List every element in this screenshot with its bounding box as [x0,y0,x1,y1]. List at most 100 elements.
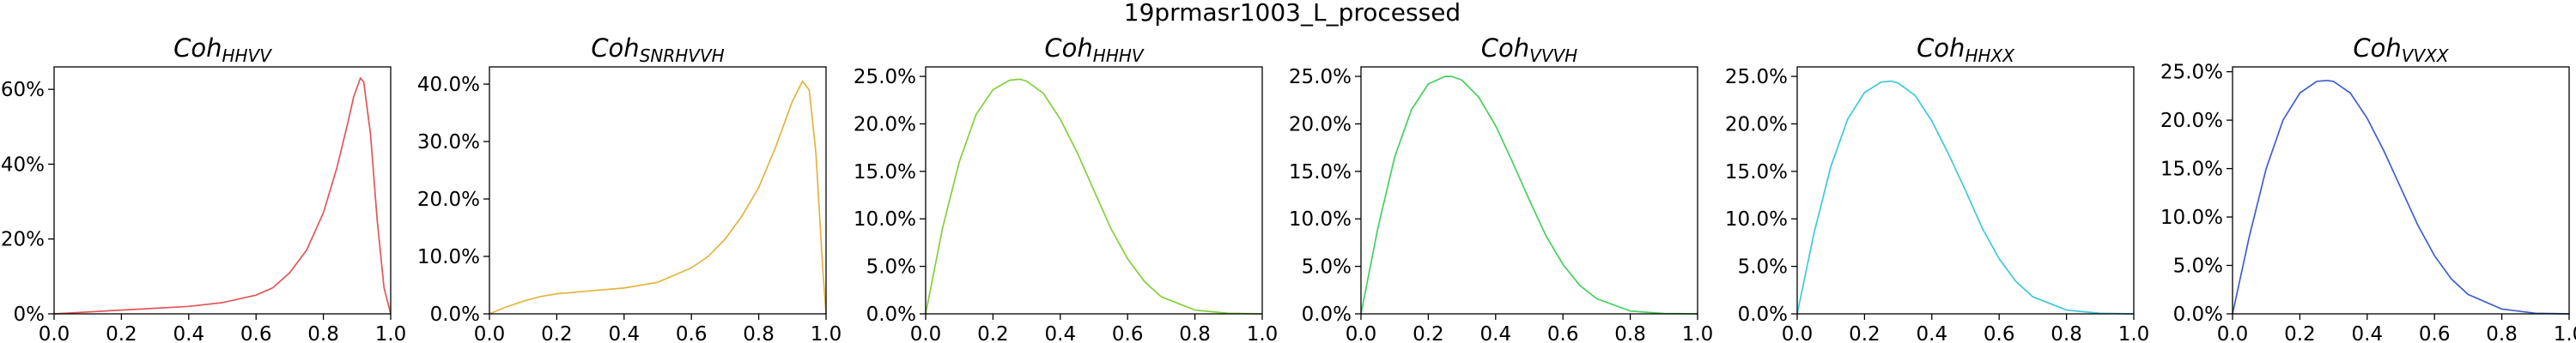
x-tick-label: 0.0 [2217,323,2249,343]
x-tick-label: 0.2 [1849,323,1880,343]
subplot-title-subscript: SNRHVVH [640,45,725,66]
y-tick-label: 20.0% [854,113,916,135]
y-tick-label: 20.0% [1725,113,1788,135]
subplot-title-main: Coh [1481,33,1529,63]
x-tick-label: 0.0 [474,323,506,343]
series-line [2232,79,2570,315]
subplot-title: CohHHVV [173,33,272,66]
x-tick-label: 0.6 [1547,323,1579,343]
y-tick-label: 30.0% [417,131,480,153]
x-tick-label: 0.4 [2352,323,2384,343]
subplot-title-subscript: HHHV [1093,45,1145,66]
x-tick-label: 0.4 [173,323,205,343]
y-tick-label: 40% [1,153,45,176]
x-tick-label: 0.6 [1984,323,2015,343]
x-tick-label: 0.6 [1112,323,1144,343]
plot-frame [1360,66,1698,315]
x-tick-label: 0.8 [1614,323,1646,343]
subplot-title-subscript: VVVH [1529,45,1577,66]
y-tick-label: 0.0% [430,304,480,326]
x-tick-label: 0.2 [541,323,573,343]
x-tick-label: 0.6 [240,323,272,343]
plot-frame [53,66,392,315]
x-tick-label: 0.8 [307,323,339,343]
plot-frame [2232,66,2570,315]
x-tick-label: 0.8 [1179,323,1211,343]
x-tick-label: 1.0 [1247,323,1279,343]
subplot-title-main: Coh [1917,33,1965,63]
x-tick-label: 0.4 [1045,323,1077,343]
subplot-title: CohHHHV [1044,33,1144,66]
x-tick-label: 0.2 [977,323,1009,343]
subplot-title: CohVVVH [1481,33,1577,66]
y-tick-label: 15.0% [2160,159,2223,181]
y-tick-label: 60% [1,79,45,101]
y-tick-label: 5.0% [1738,256,1788,279]
y-tick-label: 0.0% [1302,304,1352,326]
subplot-3: CohHHHV 0.0 0.2 0.4 0.6 0.8 1.0 0.0% 5.0% 10.0% 15… [854,33,1278,343]
subplot-title-subscript: HHVV [222,45,272,66]
y-tick-label: 0.0% [2173,304,2223,326]
y-tick-label: 10.0% [417,246,480,268]
x-tick-label: 0.0 [1782,323,1814,343]
subplot-1: CohHHVV 0.0 0.2 0.4 0.6 0.8 1.0 0% 20% 40% 60% [1,33,406,343]
subplot-title-main: Coh [591,33,639,63]
subplot-title: CohVVXX [2353,33,2449,66]
subplot-title-subscript: HHXX [1965,45,2015,66]
x-tick-label: 0.4 [1480,323,1512,343]
series-line [1360,75,1698,315]
y-tick-label: 10.0% [1725,208,1788,231]
y-tick-label: 15.0% [854,161,916,184]
series-line [53,76,392,315]
y-tick-label: 5.0% [1302,256,1352,279]
figure-title: 19prmasr1003_L_processed [1124,0,1461,27]
x-tick-label: 0.6 [676,323,708,343]
x-tick-label: 0.8 [743,323,775,343]
x-tick-label: 1.0 [1682,323,1714,343]
series-line [925,78,1263,315]
x-tick-label: 0.0 [910,323,942,343]
subplot-title: CohSNRHVVH [591,33,724,66]
x-tick-label: 0.6 [2419,323,2451,343]
subplot-title-subscript: VVXX [2402,45,2450,66]
subplot-title: CohHHXX [1917,33,2015,66]
y-tick-label: 5.0% [2173,256,2223,278]
plot-frame [925,66,1263,315]
y-tick-label: 20% [1,229,45,251]
x-tick-label: 0.0 [39,323,70,343]
subplot-4: CohVVVH 0.0 0.2 0.4 0.6 0.8 1.0 0.0% 5.0% 10.0% 15… [1289,33,1713,343]
x-tick-label: 0.0 [1346,323,1377,343]
x-tick-label: 1.0 [2118,323,2150,343]
subplot-5: CohHHXX 0.0 0.2 0.4 0.6 0.8 1.0 0.0% 5.0% 10.0% 15… [1725,33,2149,343]
subplot-2: CohSNRHVVH 0.0 0.2 0.4 0.6 0.8 1.0 0.0% 10.0% 20.… [417,33,841,343]
y-tick-label: 0% [14,304,46,326]
x-tick-label: 0.2 [1413,323,1444,343]
y-tick-label: 25.0% [1725,66,1788,88]
x-tick-label: 0.4 [609,323,641,343]
subplot-6: CohVVXX 0.0 0.2 0.4 0.6 0.8 1.0 0.0% 5.0% 10.0% 15… [2160,33,2576,343]
y-tick-label: 40.0% [417,74,480,96]
plot-frame [1796,66,2135,315]
x-tick-label: 0.2 [2284,323,2316,343]
y-tick-label: 20.0% [1289,113,1352,135]
y-tick-label: 15.0% [1725,161,1788,184]
y-tick-label: 10.0% [2160,207,2223,229]
y-tick-label: 15.0% [1289,161,1352,184]
y-tick-label: 5.0% [866,256,916,279]
y-tick-label: 0.0% [866,304,916,326]
x-tick-label: 0.8 [2050,323,2082,343]
subplot-title-main: Coh [2353,33,2401,63]
y-tick-label: 25.0% [854,66,916,88]
series-line [1796,80,2135,315]
y-tick-label: 10.0% [854,208,916,231]
x-tick-label: 0.2 [106,323,137,343]
x-tick-label: 0.4 [1917,323,1948,343]
x-tick-label: 1.0 [811,323,842,343]
subplot-title-main: Coh [1044,33,1092,63]
subplot-title-main: Coh [173,33,222,63]
y-tick-label: 0.0% [1738,304,1788,326]
x-tick-label: 1.0 [375,323,407,343]
y-tick-label: 20.0% [417,189,480,211]
y-tick-label: 10.0% [1289,208,1352,231]
